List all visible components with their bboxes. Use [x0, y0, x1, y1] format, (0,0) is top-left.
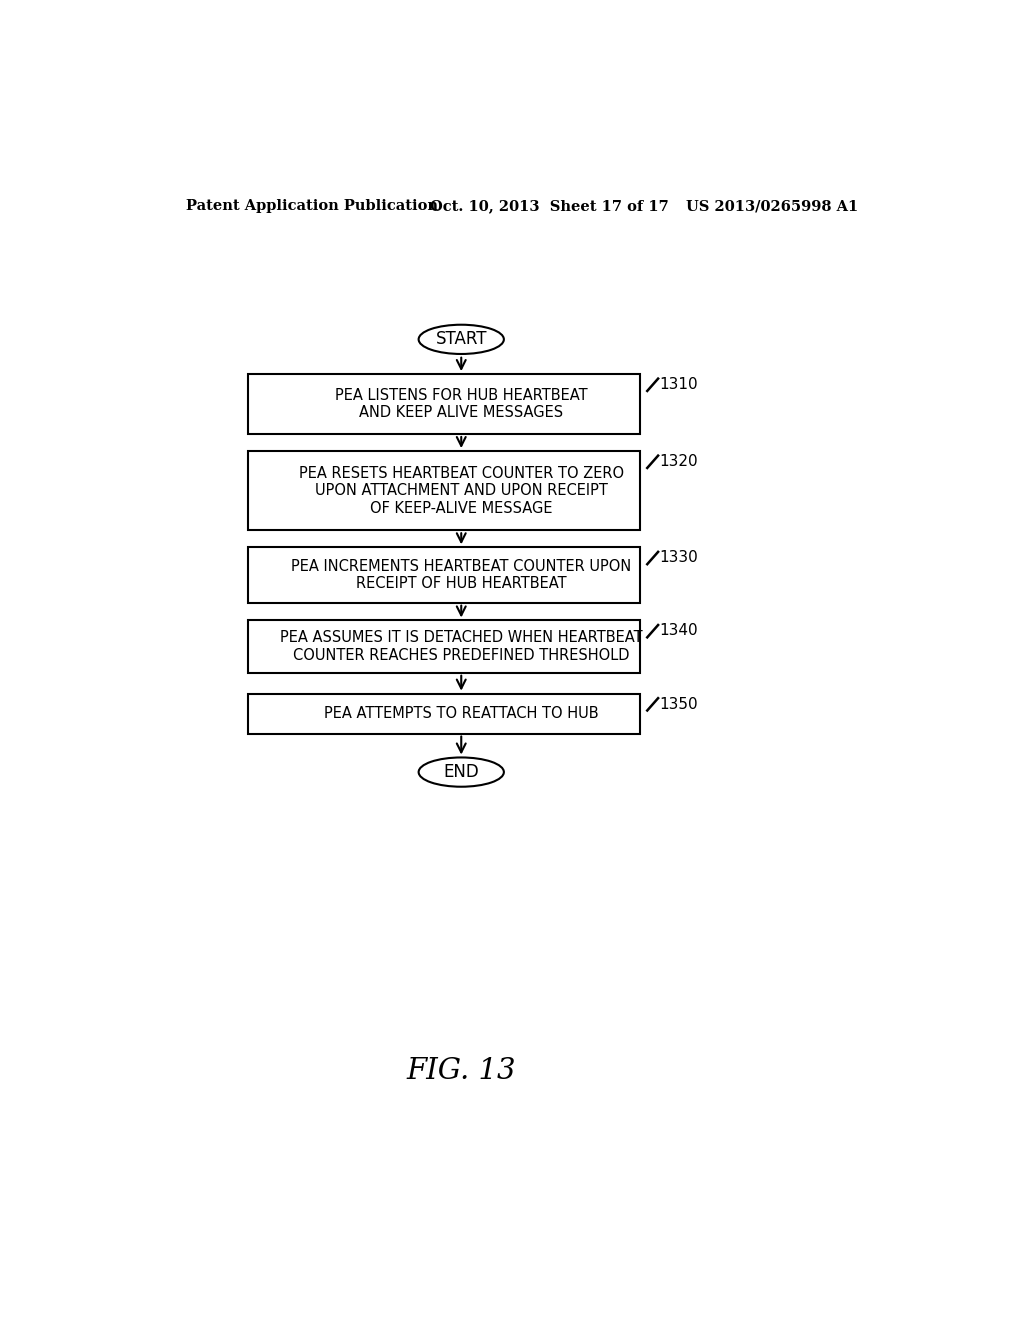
- Text: FIG. 13: FIG. 13: [407, 1057, 516, 1085]
- Text: PEA ASSUMES IT IS DETACHED WHEN HEARTBEAT
COUNTER REACHES PREDEFINED THRESHOLD: PEA ASSUMES IT IS DETACHED WHEN HEARTBEA…: [280, 631, 643, 663]
- Text: PEA LISTENS FOR HUB HEARTBEAT
AND KEEP ALIVE MESSAGES: PEA LISTENS FOR HUB HEARTBEAT AND KEEP A…: [335, 388, 588, 420]
- Bar: [248, 548, 640, 603]
- Text: PEA RESETS HEARTBEAT COUNTER TO ZERO
UPON ATTACHMENT AND UPON RECEIPT
OF KEEP-AL: PEA RESETS HEARTBEAT COUNTER TO ZERO UPO…: [299, 466, 624, 516]
- Text: 1320: 1320: [659, 454, 698, 469]
- Bar: [248, 693, 640, 734]
- Bar: [248, 374, 640, 434]
- Text: Oct. 10, 2013  Sheet 17 of 17: Oct. 10, 2013 Sheet 17 of 17: [430, 199, 669, 213]
- Text: Patent Application Publication: Patent Application Publication: [186, 199, 438, 213]
- Ellipse shape: [419, 325, 504, 354]
- Ellipse shape: [419, 758, 504, 787]
- Text: PEA ATTEMPTS TO REATTACH TO HUB: PEA ATTEMPTS TO REATTACH TO HUB: [324, 706, 599, 721]
- Text: 1330: 1330: [659, 550, 698, 565]
- Text: US 2013/0265998 A1: US 2013/0265998 A1: [686, 199, 858, 213]
- Text: END: END: [443, 763, 479, 781]
- Bar: [248, 620, 640, 673]
- Text: START: START: [435, 330, 487, 348]
- Bar: [248, 451, 640, 531]
- Text: 1310: 1310: [659, 378, 698, 392]
- Text: 1350: 1350: [659, 697, 698, 711]
- Text: 1340: 1340: [659, 623, 698, 639]
- Text: PEA INCREMENTS HEARTBEAT COUNTER UPON
RECEIPT OF HUB HEARTBEAT: PEA INCREMENTS HEARTBEAT COUNTER UPON RE…: [291, 558, 632, 591]
